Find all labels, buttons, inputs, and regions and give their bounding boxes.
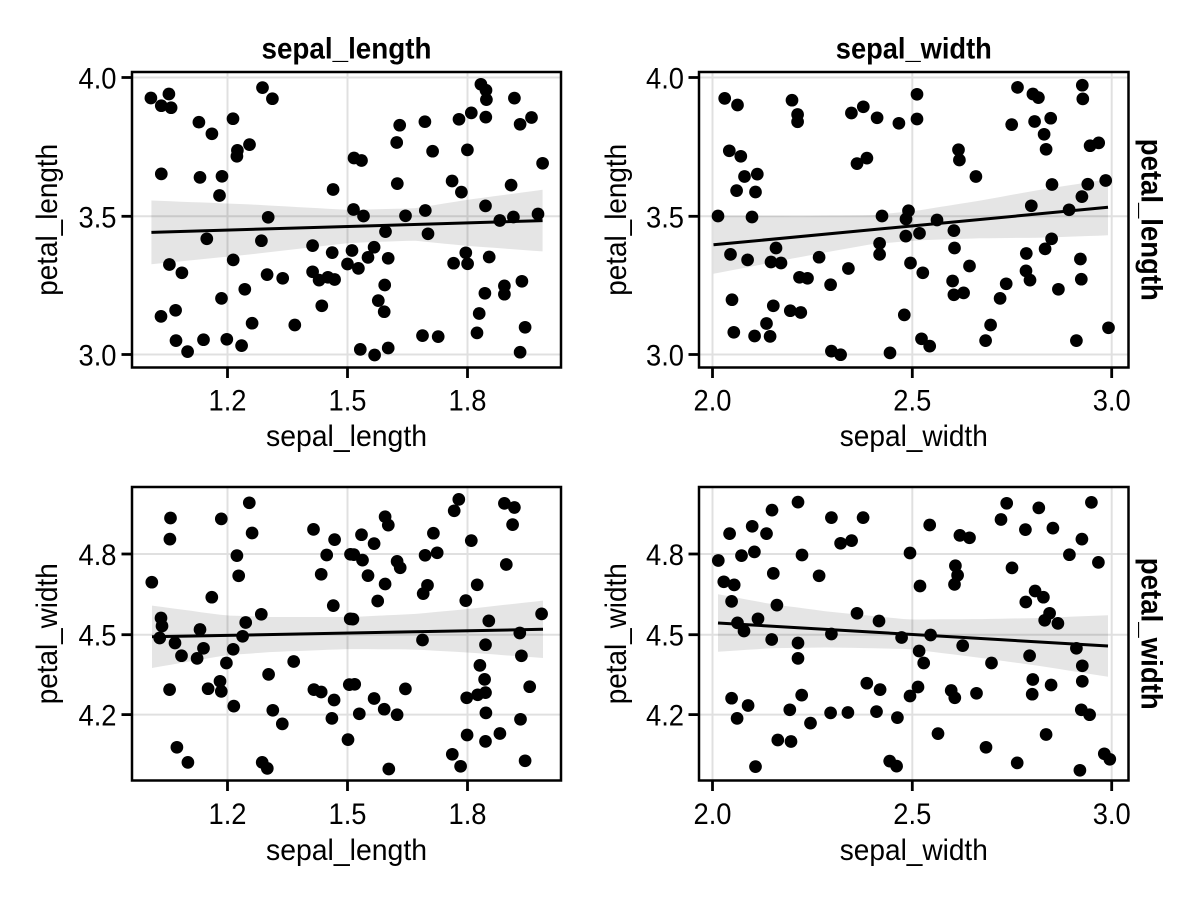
svg-text:petal_width: petal_width (1135, 558, 1168, 710)
svg-text:sepal_length: sepal_length (266, 834, 427, 867)
svg-text:sepal_length: sepal_length (266, 420, 427, 453)
svg-text:petal_length: petal_length (1135, 139, 1168, 301)
svg-text:2.5: 2.5 (893, 385, 931, 418)
svg-text:4.8: 4.8 (79, 539, 117, 572)
svg-text:1.8: 1.8 (449, 798, 487, 831)
svg-text:4.0: 4.0 (79, 63, 117, 96)
svg-text:sepal_width: sepal_width (840, 834, 988, 867)
svg-text:4.2: 4.2 (79, 700, 117, 733)
svg-text:4.8: 4.8 (646, 539, 684, 572)
svg-text:3.0: 3.0 (79, 340, 117, 373)
svg-text:2.5: 2.5 (893, 798, 931, 831)
svg-text:4.5: 4.5 (646, 620, 684, 653)
svg-text:sepal_width: sepal_width (840, 420, 988, 453)
svg-text:1.8: 1.8 (449, 385, 487, 418)
svg-text:3.0: 3.0 (1093, 385, 1131, 418)
svg-text:1.2: 1.2 (209, 798, 247, 831)
svg-text:4.2: 4.2 (646, 700, 684, 733)
svg-text:3.5: 3.5 (79, 201, 117, 234)
svg-text:sepal_width: sepal_width (836, 33, 992, 66)
svg-text:sepal_length: sepal_length (262, 33, 432, 66)
svg-text:1.2: 1.2 (209, 385, 247, 418)
svg-text:petal_width: petal_width (600, 563, 633, 704)
svg-text:3.5: 3.5 (646, 201, 684, 234)
svg-text:petal_length: petal_length (600, 144, 633, 296)
svg-text:2.0: 2.0 (694, 385, 732, 418)
svg-text:petal_width: petal_width (31, 563, 64, 704)
svg-text:petal_length: petal_length (31, 144, 64, 296)
svg-text:2.0: 2.0 (694, 798, 732, 831)
svg-text:1.5: 1.5 (329, 385, 367, 418)
svg-text:4.0: 4.0 (646, 63, 684, 96)
svg-text:4.5: 4.5 (79, 620, 117, 653)
svg-text:3.0: 3.0 (1093, 798, 1131, 831)
svg-text:1.5: 1.5 (329, 798, 367, 831)
svg-text:3.0: 3.0 (646, 340, 684, 373)
